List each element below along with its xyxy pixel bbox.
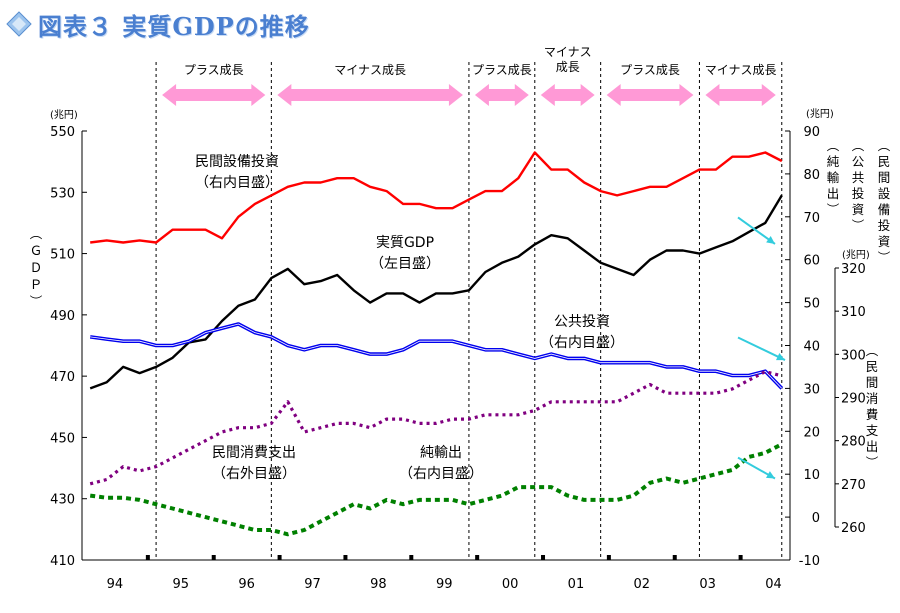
year-marker xyxy=(277,555,282,560)
phase-arrow xyxy=(540,84,595,106)
left-axis-title: ︵ＧＤＰ︶ xyxy=(30,226,43,309)
page-title: 図表３ 実質GDPの推移 xyxy=(38,11,310,41)
trend-arrow-public-investment xyxy=(737,336,786,361)
series-public-investment xyxy=(89,322,784,390)
trend-arrow-capex-head xyxy=(766,236,775,244)
right-outer-tick-label: 280 xyxy=(841,435,866,450)
right-inner-axis-title: ︵公共投資︶ xyxy=(852,138,865,233)
left-tick-label: 470 xyxy=(50,370,75,385)
series-real-gdp xyxy=(89,194,783,390)
year-marker xyxy=(343,555,348,560)
trend-arrow-net-exports-head xyxy=(766,471,775,479)
x-tick-label: 96 xyxy=(238,577,255,592)
left-tick-label: 410 xyxy=(50,554,75,569)
x-tick-label: 02 xyxy=(634,577,651,592)
left-tick-label: 550 xyxy=(50,125,75,140)
series-private-capex xyxy=(90,151,783,244)
x-tick-label: 95 xyxy=(173,577,190,592)
year-marker xyxy=(409,555,414,560)
right-inner-tick-label: 30 xyxy=(803,382,820,397)
phase-label: プラス成長 xyxy=(472,63,532,77)
left-tick-label: 490 xyxy=(50,309,75,324)
x-tick-label: 00 xyxy=(502,577,519,592)
right-outer-tick-label: 270 xyxy=(841,478,866,493)
year-marker xyxy=(672,555,677,560)
diamond-icon xyxy=(6,11,32,37)
right-inner-tick-label: 20 xyxy=(803,425,820,440)
left-axis-unit: (兆円) xyxy=(50,109,78,121)
series-public-investment-highlight xyxy=(90,323,783,389)
right-inner-tick-label: 80 xyxy=(803,168,820,183)
right-inner-axis-unit: (兆円) xyxy=(806,108,834,120)
annotation-label: 民間消費支出（右外目盛） xyxy=(212,445,296,482)
year-marker xyxy=(606,555,611,560)
right-inner-tick-label: 40 xyxy=(803,340,820,355)
right-inner-axis-title: ︵純輸出︶ xyxy=(827,138,840,217)
phase-label: マイナス成長 xyxy=(334,63,406,77)
right-inner-tick-label: -10 xyxy=(799,554,820,569)
year-marker xyxy=(738,555,743,560)
right-inner-tick-label: 0 xyxy=(812,511,820,526)
annotation-label: 民間設備投資（右内目盛） xyxy=(195,154,279,191)
phase-arrow xyxy=(277,84,463,106)
phase-arrow xyxy=(162,84,266,106)
right-outer-tick-label: 260 xyxy=(841,521,866,536)
right-outer-axis-unit: (兆円) xyxy=(842,249,870,261)
right-outer-tick-label: 310 xyxy=(841,305,866,320)
right-outer-tick-label: 300 xyxy=(841,348,866,363)
right-outer-tick-label: 320 xyxy=(841,262,866,277)
phase-label: マイナス成長 xyxy=(544,45,592,74)
chart-title-area: 図表３ 実質GDPの推移 xyxy=(6,4,310,44)
right-outer-axis-title: ︵民間消費支出︶ xyxy=(866,343,879,470)
x-tick-label: 99 xyxy=(436,577,453,592)
phase-label: プラス成長 xyxy=(620,63,680,77)
phase-label: マイナス成長 xyxy=(705,63,777,77)
phase-arrow xyxy=(474,84,529,106)
year-marker xyxy=(541,555,546,560)
x-tick-label: 98 xyxy=(370,577,387,592)
x-tick-label: 94 xyxy=(107,577,124,592)
right-inner-tick-label: 70 xyxy=(803,211,820,226)
series-net-exports xyxy=(89,442,783,537)
phase-label: プラス成長 xyxy=(184,63,244,77)
annotation-label: 実質GDP （左目盛） xyxy=(370,235,440,272)
year-marker xyxy=(211,555,216,560)
right-inner-tick-label: 50 xyxy=(803,297,820,312)
right-outer-tick-label: 290 xyxy=(841,392,866,407)
x-tick-label: 04 xyxy=(765,577,782,592)
annotation-label: 公共投資（右内目盛） xyxy=(540,314,624,351)
right-inner-tick-label: 10 xyxy=(803,468,820,483)
left-tick-label: 530 xyxy=(50,186,75,201)
left-tick-label: 430 xyxy=(50,493,75,508)
left-tick-label: 450 xyxy=(50,431,75,446)
right-inner-axis-title: ︵民間設備投資︶ xyxy=(878,138,891,265)
year-marker xyxy=(145,555,150,560)
x-tick-label: 01 xyxy=(568,577,585,592)
right-inner-tick-label: 90 xyxy=(803,125,820,140)
x-tick-label: 97 xyxy=(304,577,321,592)
right-inner-tick-label: 60 xyxy=(803,254,820,269)
phase-arrow xyxy=(606,84,694,106)
annotation-label: 純輸出（右内目盛） xyxy=(399,445,483,482)
series-private-consumption xyxy=(89,370,783,486)
left-tick-label: 510 xyxy=(50,248,75,263)
x-tick-label: 03 xyxy=(699,577,716,592)
trend-arrow-public-investment-head xyxy=(776,353,785,361)
year-marker xyxy=(475,555,480,560)
phase-arrow xyxy=(705,84,776,106)
